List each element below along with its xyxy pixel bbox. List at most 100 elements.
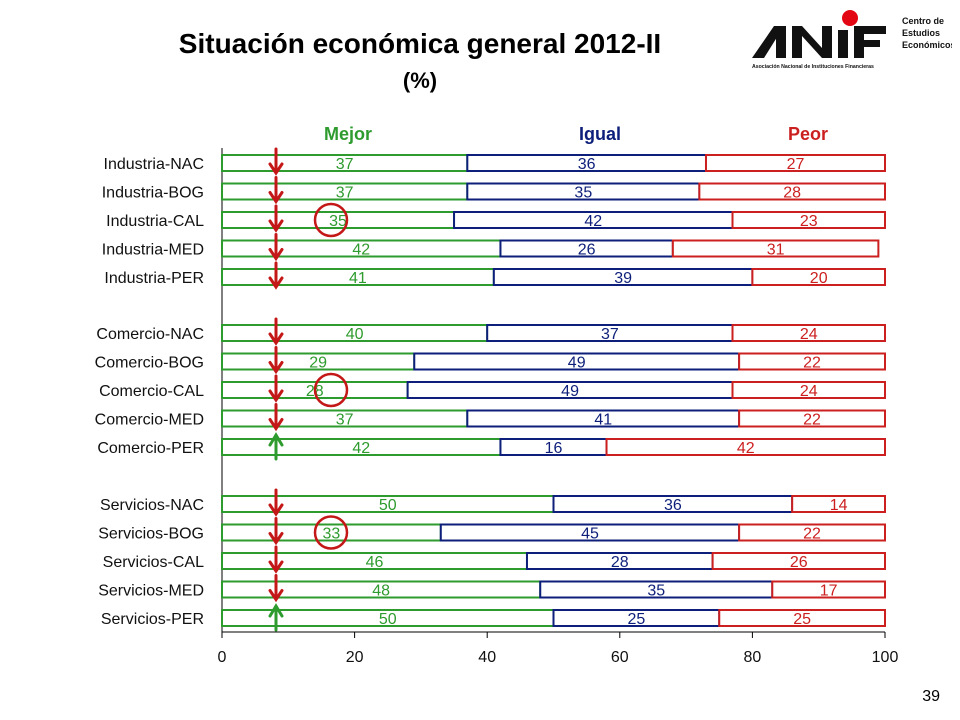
logo-tagline: Asociación Nacional de Instituciones Fin… — [752, 64, 874, 70]
category-label-comercio-bog: Comercio-BOG — [95, 355, 204, 372]
bar-peor-industria-per — [751, 268, 887, 286]
data-label-igual-servicios-nac: 36 — [664, 497, 682, 514]
logo-side-text-3: Económicos — [902, 40, 952, 50]
bar-peor-comercio-nac — [731, 324, 887, 342]
arrow-down-icon-comercio-bog — [268, 346, 284, 375]
series-header-mejor: Mejor — [324, 124, 372, 144]
arrow-down-icon-servicios-nac — [268, 488, 284, 517]
category-label-industria-cal: Industria-CAL — [106, 213, 204, 230]
logo-side-text-1: Centro de — [902, 16, 944, 26]
data-label-peor-servicios-cal: 26 — [790, 554, 808, 571]
category-label-industria-bog: Industria-BOG — [102, 185, 204, 202]
bar-peor-industria-nac — [704, 154, 886, 172]
data-label-peor-servicios-med: 17 — [820, 583, 838, 600]
data-label-igual-comercio-cal: 49 — [561, 383, 579, 400]
arrow-down-icon-comercio-nac — [268, 317, 284, 346]
data-label-igual-industria-per: 39 — [614, 270, 632, 287]
data-label-mejor-comercio-per: 42 — [352, 440, 370, 457]
highlight-circle-comercio-cal — [313, 372, 349, 408]
data-label-mejor-servicios-bog: 33 — [322, 526, 340, 543]
bar-peor-industria-bog — [698, 182, 886, 201]
category-label-comercio-per: Comercio-PER — [97, 440, 204, 457]
data-label-mejor-industria-cal: 35 — [329, 213, 347, 230]
arrow-down-icon-servicios-med — [268, 574, 284, 603]
data-label-peor-servicios-bog: 22 — [803, 526, 821, 543]
logo-side-text-2: Estudios — [902, 28, 940, 38]
category-label-servicios-nac: Servicios-NAC — [100, 497, 204, 514]
data-label-mejor-comercio-nac: 40 — [346, 326, 364, 343]
x-tick-label-100: 100 — [872, 649, 899, 666]
data-label-mejor-servicios-nac: 50 — [379, 497, 397, 514]
data-label-mejor-industria-nac: 37 — [336, 156, 354, 173]
data-label-peor-industria-per: 20 — [810, 270, 828, 287]
arrow-down-icon-industria-per — [268, 261, 284, 290]
data-label-peor-comercio-per: 42 — [737, 440, 755, 457]
bar-peor-comercio-bog — [738, 352, 887, 371]
data-label-peor-comercio-bog: 22 — [803, 355, 821, 372]
category-label-servicios-bog: Servicios-BOG — [98, 526, 204, 543]
logo-wordmark — [752, 26, 886, 58]
category-label-industria-per: Industria-PER — [104, 270, 204, 287]
data-label-peor-comercio-cal: 24 — [800, 383, 818, 400]
bar-peor-servicios-cal — [711, 552, 886, 570]
category-label-industria-nac: Industria-NAC — [104, 156, 204, 173]
x-tick-label-0: 0 — [218, 649, 227, 666]
highlight-circle-servicios-bog — [313, 515, 349, 550]
data-label-peor-servicios-nac: 14 — [830, 497, 848, 514]
arrow-down-icon-industria-cal — [268, 204, 284, 233]
bar-peor-industria-med — [671, 239, 880, 258]
logo-accent-dot — [842, 10, 858, 26]
x-tick-label-60: 60 — [611, 649, 629, 666]
bar-peor-servicios-bog — [738, 523, 887, 542]
page-number: 39 — [922, 688, 940, 705]
series-header-igual: Igual — [579, 124, 621, 144]
data-label-peor-comercio-med: 22 — [803, 412, 821, 429]
category-label-servicios-med: Servicios-MED — [98, 583, 204, 600]
chart-subtitle: (%) — [402, 68, 438, 93]
arrow-down-icon-industria-med — [268, 233, 284, 262]
data-label-peor-industria-bog: 28 — [783, 185, 801, 202]
data-label-mejor-servicios-per: 50 — [379, 611, 397, 628]
data-label-peor-industria-nac: 27 — [787, 156, 805, 173]
data-label-igual-comercio-bog: 49 — [568, 355, 586, 372]
anif-logo: Asociación Nacional de Instituciones Fin… — [752, 10, 952, 70]
category-label-servicios-cal: Servicios-CAL — [103, 554, 204, 571]
data-label-peor-industria-med: 31 — [767, 242, 785, 259]
bar-peor-industria-cal — [731, 211, 887, 229]
arrow-down-icon-servicios-bog — [268, 517, 284, 546]
arrow-down-icon-industria-bog — [268, 176, 284, 205]
data-label-peor-comercio-nac: 24 — [800, 326, 818, 343]
category-label-comercio-nac: Comercio-NAC — [96, 326, 204, 343]
data-label-igual-servicios-per: 25 — [627, 611, 645, 628]
data-label-igual-industria-med: 26 — [578, 242, 596, 259]
data-label-igual-industria-cal: 42 — [584, 213, 602, 230]
x-tick-label-80: 80 — [744, 649, 762, 666]
arrow-down-icon-servicios-cal — [268, 545, 284, 574]
category-label-industria-med: Industria-MED — [102, 242, 204, 259]
arrow-down-icon-industria-nac — [268, 147, 284, 176]
bar-peor-comercio-per — [605, 438, 886, 456]
data-label-igual-industria-bog: 35 — [574, 185, 592, 202]
data-label-igual-comercio-med: 41 — [594, 412, 612, 429]
arrow-down-icon-comercio-cal — [268, 374, 284, 403]
data-label-mejor-servicios-cal: 46 — [366, 554, 384, 571]
data-label-igual-comercio-nac: 37 — [601, 326, 619, 343]
data-label-peor-industria-cal: 23 — [800, 213, 818, 230]
data-label-igual-comercio-per: 16 — [545, 440, 563, 457]
data-label-mejor-servicios-med: 48 — [372, 583, 390, 600]
data-label-igual-servicios-bog: 45 — [581, 526, 599, 543]
category-label-comercio-cal: Comercio-CAL — [99, 383, 204, 400]
arrow-up-icon-comercio-per — [268, 432, 284, 461]
data-label-mejor-comercio-bog: 29 — [309, 355, 327, 372]
bar-peor-comercio-cal — [731, 381, 887, 399]
data-label-mejor-industria-per: 41 — [349, 270, 367, 287]
highlight-circle-industria-cal — [313, 202, 349, 238]
data-label-igual-industria-nac: 36 — [578, 156, 596, 173]
data-label-peor-servicios-per: 25 — [793, 611, 811, 628]
bar-peor-servicios-nac — [791, 495, 886, 513]
arrow-up-icon-servicios-per — [268, 603, 284, 632]
data-label-igual-servicios-cal: 28 — [611, 554, 629, 571]
bar-peor-servicios-med — [771, 580, 886, 599]
arrow-down-icon-comercio-med — [268, 403, 284, 432]
